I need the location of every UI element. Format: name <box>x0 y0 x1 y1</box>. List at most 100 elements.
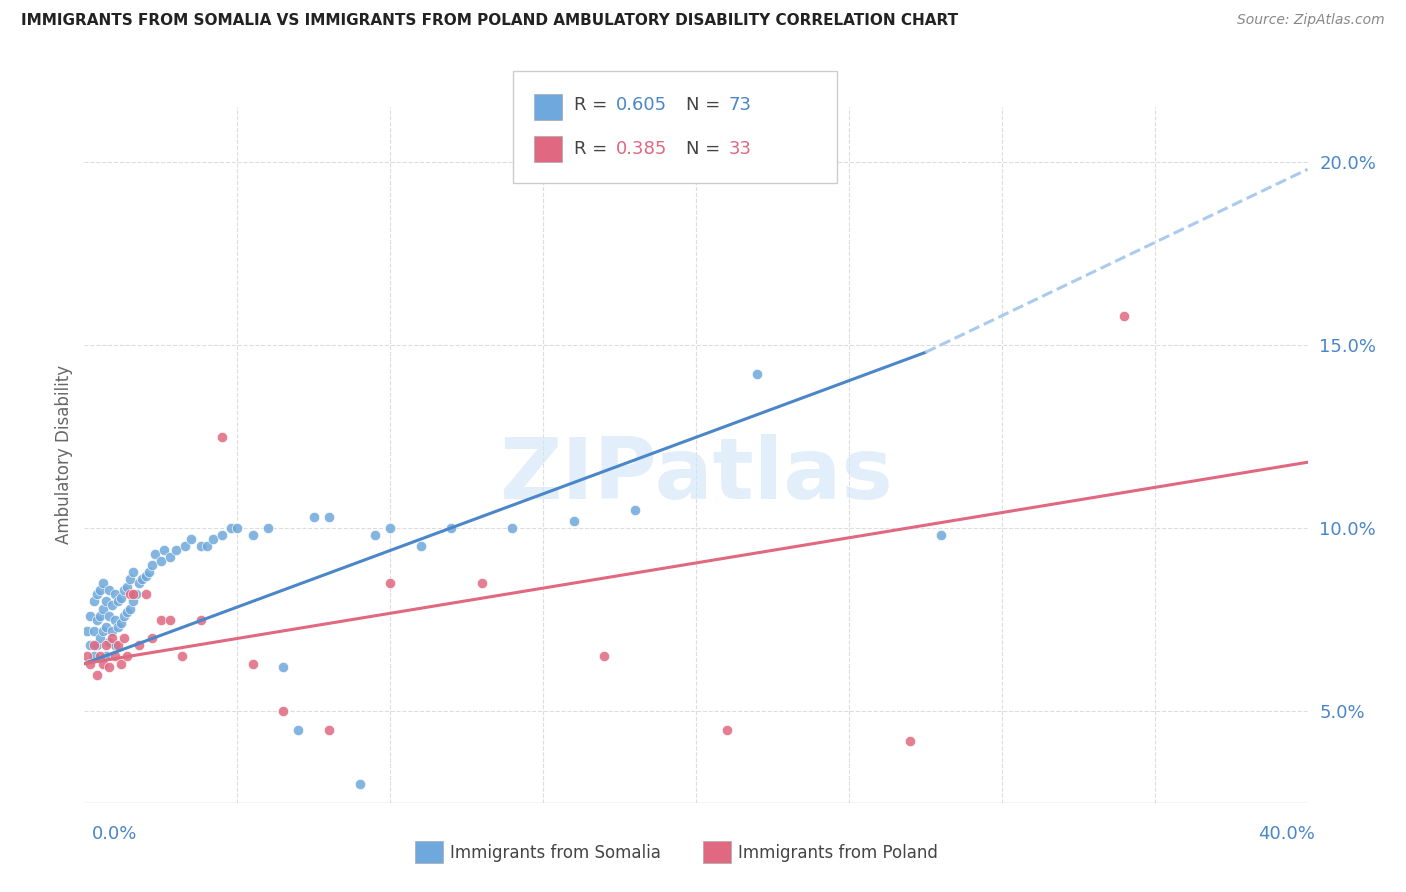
Text: IMMIGRANTS FROM SOMALIA VS IMMIGRANTS FROM POLAND AMBULATORY DISABILITY CORRELAT: IMMIGRANTS FROM SOMALIA VS IMMIGRANTS FR… <box>21 13 959 29</box>
Point <box>122 587 145 601</box>
Text: R =: R = <box>574 140 613 158</box>
Point <box>97 583 120 598</box>
Point <box>86 587 108 601</box>
Point <box>287 723 309 737</box>
Point <box>110 657 132 671</box>
Point <box>97 634 120 648</box>
Point <box>141 631 163 645</box>
Point <box>624 503 647 517</box>
Text: N =: N = <box>686 96 725 114</box>
Text: 0.385: 0.385 <box>616 140 668 158</box>
Point <box>128 576 150 591</box>
Point <box>112 609 135 624</box>
Point <box>271 660 294 674</box>
Text: 0.605: 0.605 <box>616 96 666 114</box>
Point <box>211 528 233 542</box>
Point <box>86 638 108 652</box>
Point <box>131 573 153 587</box>
Point <box>211 429 233 443</box>
Point <box>97 660 120 674</box>
Text: Source: ZipAtlas.com: Source: ZipAtlas.com <box>1237 13 1385 28</box>
Point <box>110 591 132 605</box>
Point <box>380 576 402 591</box>
Point <box>122 565 145 579</box>
Point <box>104 649 127 664</box>
Point <box>86 613 108 627</box>
Point <box>141 558 163 572</box>
Point <box>190 613 212 627</box>
Point <box>112 631 135 645</box>
Point <box>112 583 135 598</box>
Text: 33: 33 <box>728 140 751 158</box>
Point <box>91 624 114 638</box>
Point <box>89 583 111 598</box>
Point <box>115 649 138 664</box>
Point <box>94 638 117 652</box>
Point <box>143 547 166 561</box>
Point <box>76 624 98 638</box>
Point <box>149 613 172 627</box>
Point <box>716 723 738 737</box>
Point <box>349 777 371 791</box>
Point <box>165 543 187 558</box>
Point <box>174 540 197 554</box>
Point <box>172 649 194 664</box>
Point <box>79 609 101 624</box>
Point <box>115 580 138 594</box>
Point <box>159 550 181 565</box>
Point <box>79 638 101 652</box>
Text: ZIPatlas: ZIPatlas <box>499 434 893 517</box>
Point <box>180 532 202 546</box>
Point <box>153 543 176 558</box>
Text: Immigrants from Poland: Immigrants from Poland <box>738 844 938 862</box>
Point <box>101 598 124 612</box>
Point <box>471 576 494 591</box>
Point <box>120 587 142 601</box>
Y-axis label: Ambulatory Disability: Ambulatory Disability <box>55 366 73 544</box>
Point <box>159 613 181 627</box>
Point <box>364 528 387 542</box>
Point <box>271 704 294 718</box>
Point <box>94 620 117 634</box>
Point <box>120 573 142 587</box>
Point <box>91 576 114 591</box>
Point <box>107 638 129 652</box>
Point <box>302 510 325 524</box>
Text: Immigrants from Somalia: Immigrants from Somalia <box>450 844 661 862</box>
Text: 73: 73 <box>728 96 751 114</box>
Point <box>89 631 111 645</box>
Point <box>110 616 132 631</box>
Point <box>83 649 105 664</box>
Point <box>89 649 111 664</box>
Point <box>138 565 160 579</box>
Point <box>242 528 264 542</box>
Point <box>91 657 114 671</box>
Point <box>101 624 124 638</box>
Point <box>122 594 145 608</box>
Point <box>747 368 769 382</box>
Point <box>79 657 101 671</box>
Point <box>86 667 108 681</box>
Text: R =: R = <box>574 96 613 114</box>
Point <box>201 532 224 546</box>
Point <box>125 587 148 601</box>
Point <box>502 521 524 535</box>
Point <box>409 540 432 554</box>
Point <box>929 528 952 542</box>
Point <box>104 638 127 652</box>
Point <box>593 649 616 664</box>
Point <box>135 568 157 582</box>
Point <box>89 609 111 624</box>
Point <box>83 594 105 608</box>
Point <box>195 540 218 554</box>
Point <box>128 638 150 652</box>
Text: N =: N = <box>686 140 725 158</box>
Point <box>94 649 117 664</box>
Point <box>242 657 264 671</box>
Point <box>120 601 142 615</box>
Point <box>190 540 212 554</box>
Point <box>104 587 127 601</box>
Point <box>149 554 172 568</box>
Point <box>440 521 463 535</box>
Point <box>115 606 138 620</box>
